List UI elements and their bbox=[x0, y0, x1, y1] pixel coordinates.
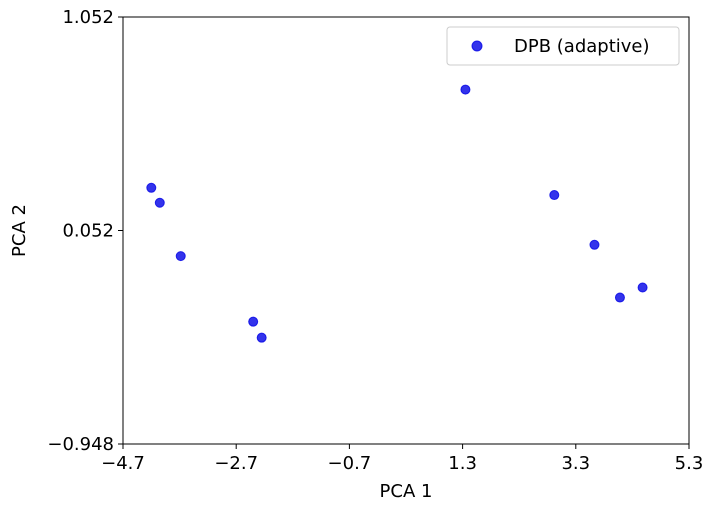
x-tick-label: 5.3 bbox=[675, 453, 704, 474]
x-tick-label: −2.7 bbox=[214, 453, 258, 474]
data-point bbox=[256, 332, 267, 343]
x-tick-label: 3.3 bbox=[561, 453, 590, 474]
data-point bbox=[614, 292, 625, 303]
y-axis-title: PCA 2 bbox=[9, 204, 30, 257]
legend-label: DPB (adaptive) bbox=[514, 36, 650, 57]
legend-box bbox=[446, 26, 680, 66]
y-tick-label: 0.052 bbox=[62, 221, 114, 242]
plot-frame bbox=[122, 16, 690, 445]
y-tick-label: 1.052 bbox=[62, 7, 114, 28]
legend: DPB (adaptive) bbox=[446, 26, 680, 66]
data-point bbox=[460, 84, 471, 95]
x-tick-label: −4.7 bbox=[101, 453, 145, 474]
data-point bbox=[248, 316, 259, 327]
point-layer bbox=[146, 84, 648, 343]
data-point bbox=[549, 190, 560, 201]
x-tick-label: −0.7 bbox=[328, 453, 372, 474]
y-tick-label: −0.948 bbox=[47, 434, 114, 455]
legend-marker bbox=[471, 40, 483, 52]
data-point bbox=[637, 282, 648, 293]
data-point bbox=[146, 182, 157, 193]
tick-layer: −4.7 −2.7 −0.7 1.3 3.3 5.3 −0.948 0.052 1.052 bbox=[47, 7, 703, 474]
data-point bbox=[175, 251, 186, 262]
data-point bbox=[589, 239, 600, 250]
x-axis-title: PCA 1 bbox=[380, 481, 433, 502]
data-point bbox=[154, 197, 165, 208]
x-tick-label: 1.3 bbox=[448, 453, 477, 474]
